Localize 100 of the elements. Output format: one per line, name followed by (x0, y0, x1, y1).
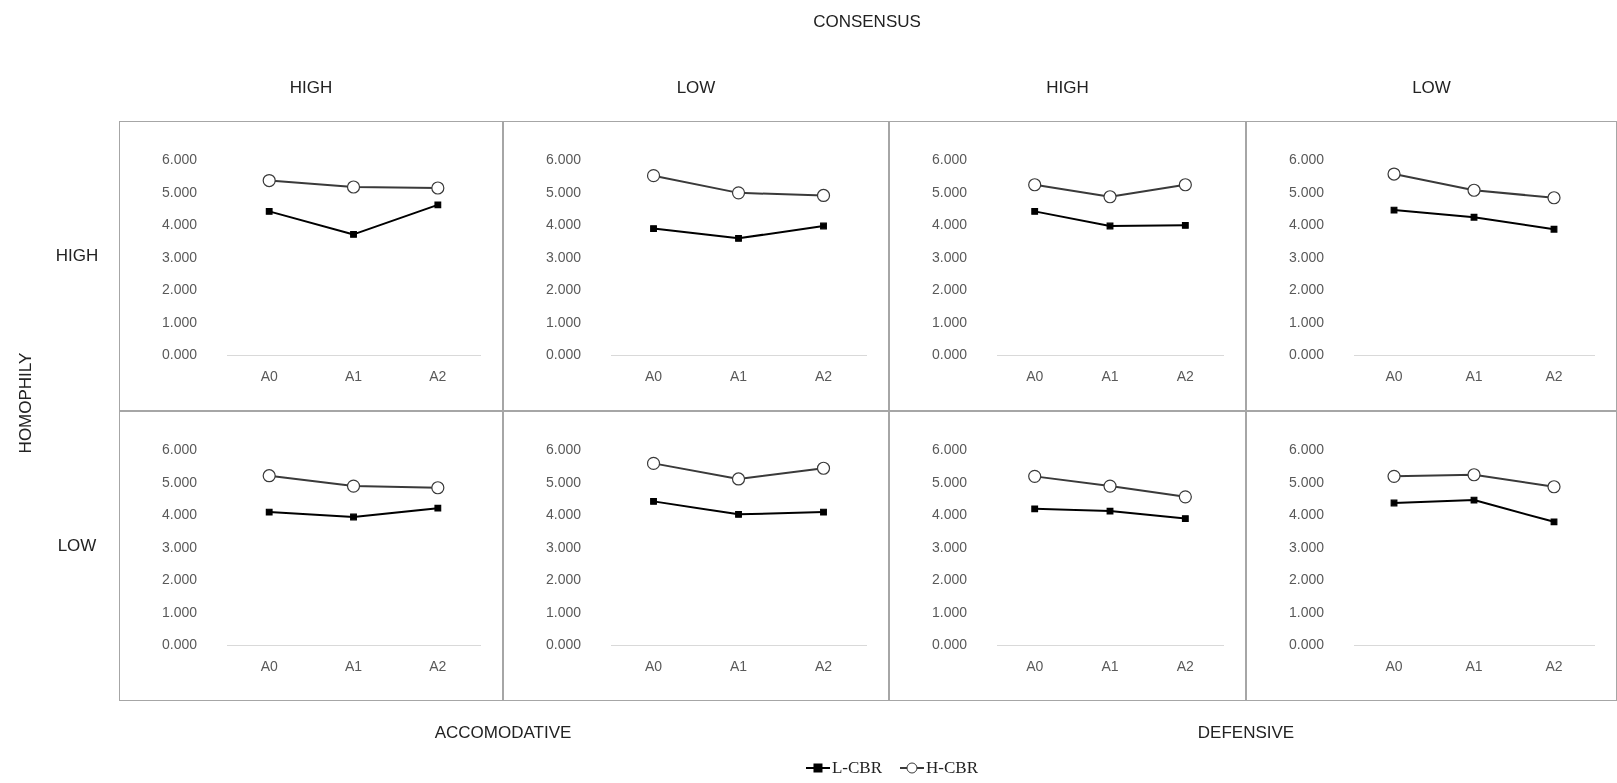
point (1031, 505, 1039, 513)
y-tick-label: 1.000 (931, 603, 968, 620)
chart-title: HIGH (289, 78, 333, 98)
y-tick-label: 6.000 (1288, 151, 1325, 168)
y-tick-label: 1.000 (545, 313, 582, 330)
y-tick-label: 0.000 (161, 636, 198, 653)
point (816, 188, 831, 203)
y-tick-label: 5.000 (161, 473, 198, 490)
point (1550, 518, 1558, 526)
point (646, 169, 661, 183)
x-tick-label: A0 (644, 658, 663, 675)
point (350, 231, 357, 238)
point (1547, 191, 1561, 205)
point (1178, 490, 1192, 504)
point (735, 510, 742, 518)
point (1028, 469, 1042, 483)
point (820, 222, 827, 230)
point (820, 508, 827, 516)
point (650, 225, 657, 233)
x-tick-label: A2 (1176, 658, 1195, 675)
y-tick-label: 3.000 (545, 248, 582, 265)
x-axis-title: ACCOMODATIVE (434, 723, 572, 743)
point (1470, 213, 1478, 221)
point (265, 508, 273, 516)
point (1103, 479, 1117, 493)
point (646, 456, 661, 470)
point (731, 186, 746, 200)
point (1390, 206, 1398, 214)
y-tick-label: 0.000 (545, 346, 582, 363)
point (1387, 469, 1401, 483)
y-tick-label: 2.000 (161, 281, 198, 298)
x-tick-label: A2 (429, 368, 447, 385)
x-tick-label: A2 (429, 658, 447, 675)
point (346, 180, 361, 194)
point (1467, 468, 1481, 482)
point (431, 481, 445, 495)
y-tick-label: 6.000 (931, 441, 968, 458)
y-tick-label: 4.000 (161, 506, 198, 523)
point (262, 469, 276, 483)
x-tick-label: A0 (260, 368, 278, 385)
x-tick-label: A0 (1385, 368, 1403, 385)
y-tick-label: 1.000 (161, 603, 198, 620)
x-tick-label: A2 (1545, 368, 1563, 385)
point (1467, 183, 1481, 197)
x-axis-title: DEFENSIVE (1197, 723, 1295, 743)
x-tick-label: A0 (260, 658, 278, 675)
y-tick-label: 0.000 (931, 636, 968, 653)
legend-label: H-CBR (926, 758, 979, 778)
y-tick-label: 1.000 (1288, 313, 1325, 330)
x-tick-label: A2 (814, 368, 833, 385)
y-tick-label: 1.000 (931, 313, 968, 330)
point (265, 207, 273, 215)
point (431, 181, 445, 195)
y-tick-label: 0.000 (1288, 636, 1325, 653)
point (1550, 225, 1558, 233)
point (731, 472, 746, 486)
y-tick-label: 3.000 (161, 248, 198, 265)
chart-title: LOW (676, 78, 716, 98)
y-tick-label: 0.000 (1288, 346, 1325, 363)
y-tick-label: 3.000 (161, 538, 198, 555)
point (1106, 507, 1114, 515)
x-tick-label: A0 (1026, 658, 1044, 675)
x-tick-label: A0 (1385, 658, 1403, 675)
legend-label: L-CBR (831, 758, 883, 778)
x-tick-label: A1 (729, 658, 748, 675)
y-tick-label: 2.000 (931, 281, 968, 298)
y-tick-label: 3.000 (931, 538, 968, 555)
y-tick-label: 1.000 (545, 603, 582, 620)
point (346, 479, 361, 493)
y-tick-label: 2.000 (1288, 281, 1325, 298)
point (1470, 496, 1478, 504)
point (1390, 499, 1398, 507)
y-tick-label: 5.000 (161, 183, 198, 200)
y-tick-label: 5.000 (545, 473, 582, 490)
y-tick-label: 6.000 (545, 441, 582, 458)
y-tick-label: 6.000 (931, 151, 968, 168)
y-tick-label: 6.000 (161, 151, 198, 168)
y-tick-label: 4.000 (931, 506, 968, 523)
x-tick-label: A0 (644, 368, 663, 385)
y-tick-label: 6.000 (161, 441, 198, 458)
y-tick-label: 2.000 (545, 571, 582, 588)
point (816, 461, 831, 475)
point (1028, 178, 1042, 192)
y-tick-label: 3.000 (1288, 248, 1325, 265)
point (350, 513, 357, 521)
y-tick-label: 6.000 (1288, 441, 1325, 458)
point (1031, 207, 1039, 215)
y-tick-label: 0.000 (931, 346, 968, 363)
y-tick-label: 5.000 (545, 183, 582, 200)
y-tick-label: 4.000 (1288, 506, 1325, 523)
x-tick-label: A2 (1176, 368, 1195, 385)
point (262, 173, 276, 188)
point (1178, 178, 1192, 192)
y-tick-label: 4.000 (545, 506, 582, 523)
x-tick-label: A1 (1101, 658, 1119, 675)
x-tick-label: A1 (1101, 368, 1119, 385)
x-tick-label: A2 (1545, 658, 1563, 675)
point (434, 201, 442, 209)
x-tick-label: A1 (1465, 368, 1483, 385)
y-tick-label: 4.000 (931, 216, 968, 233)
